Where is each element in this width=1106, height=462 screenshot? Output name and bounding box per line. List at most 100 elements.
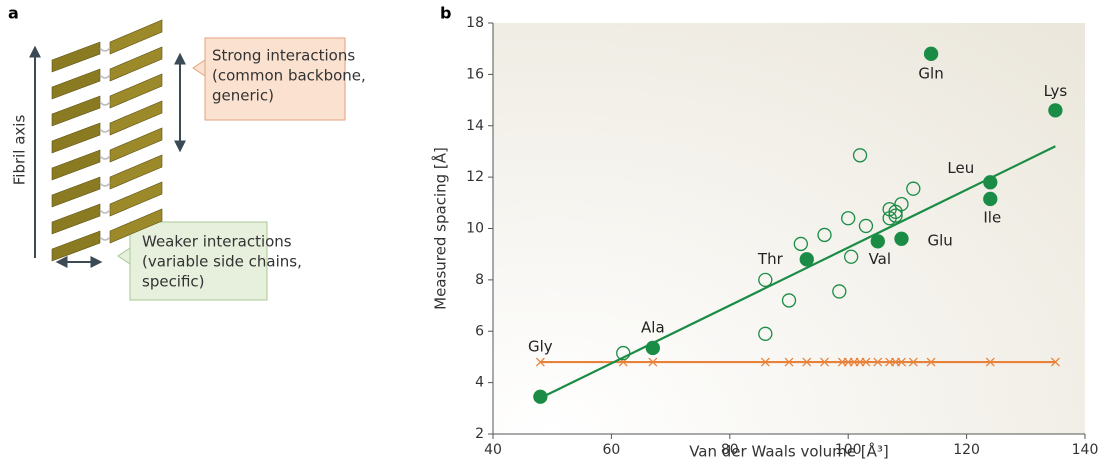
side-chain — [99, 47, 111, 52]
filled-point — [799, 252, 814, 267]
callout-text: specific) — [142, 273, 205, 291]
y-tick-label: 4 — [475, 375, 484, 391]
beta-sheet — [51, 176, 101, 208]
x-marker — [897, 357, 906, 367]
x-marker — [648, 357, 658, 367]
beta-sheet — [51, 68, 101, 100]
y-axis-label: Measured spacing [Å] — [431, 147, 450, 310]
x-tick-label: 80 — [721, 442, 739, 458]
callout-text: Strong interactions — [212, 47, 355, 65]
y-tick-label: 14 — [466, 118, 484, 134]
side-chain — [99, 236, 111, 241]
beta-sheet — [109, 73, 163, 109]
y-tick-label: 2 — [475, 426, 484, 442]
point-label: Gly — [528, 337, 553, 355]
side-chain — [99, 101, 111, 106]
filled-point — [645, 340, 660, 356]
side-chain — [99, 155, 111, 160]
y-tick-label: 10 — [466, 221, 484, 237]
x-marker — [861, 357, 871, 367]
x-tick-label: 120 — [953, 442, 980, 458]
x-marker — [985, 357, 995, 367]
callout-text: generic) — [212, 87, 274, 105]
x-tick-label: 140 — [1072, 442, 1099, 458]
open-point — [841, 211, 856, 226]
x-marker — [873, 357, 883, 367]
open-point — [758, 272, 773, 288]
filled-point — [983, 175, 998, 190]
x-tick-label: 60 — [602, 442, 620, 458]
beta-sheet — [51, 122, 101, 154]
beta-sheet — [109, 100, 163, 136]
point-label: Val — [869, 250, 891, 268]
y-tick-label: 6 — [475, 323, 484, 339]
beta-sheet — [51, 149, 101, 181]
x-marker — [908, 357, 918, 367]
beta-sheet — [109, 154, 163, 190]
x-marker — [784, 357, 794, 367]
y-tick-label: 16 — [466, 66, 484, 82]
callout-text: (variable side chains, — [142, 253, 302, 271]
point-label: Ile — [983, 208, 1001, 226]
fibril-illustration: Fibril axis Strong interactions (common b… — [11, 19, 366, 301]
side-chain — [99, 74, 111, 79]
axis-label: Fibril axis — [11, 115, 29, 186]
point-label: Ala — [641, 318, 665, 336]
open-point — [616, 345, 631, 361]
weak-callout-box — [129, 221, 268, 301]
beta-sheet — [109, 127, 163, 163]
point-label: Lys — [1044, 82, 1068, 100]
side-chain — [99, 209, 111, 214]
filled-point — [983, 191, 998, 207]
x-marker — [820, 357, 829, 367]
plot-background — [493, 23, 1085, 434]
x-tick-label: 40 — [484, 442, 502, 458]
beta-sheet — [51, 41, 101, 73]
beta-sheet — [51, 230, 101, 262]
point-label: Glu — [927, 231, 952, 249]
filled-point — [923, 46, 939, 61]
point-label: Leu — [947, 159, 974, 177]
beta-sheet — [109, 181, 163, 217]
callout-pointer — [192, 59, 206, 77]
open-point — [906, 181, 921, 196]
open-point — [781, 293, 797, 308]
open-point — [844, 249, 859, 264]
beta-sheet — [109, 208, 163, 244]
open-point — [852, 148, 868, 163]
y-tick-label: 18 — [466, 15, 484, 31]
x-axis-label: Van der Waals volume [Å³] — [689, 442, 889, 461]
open-point — [817, 227, 832, 243]
open-point — [758, 326, 773, 341]
strong-callout-box — [204, 37, 346, 121]
filled-point — [894, 231, 909, 246]
callout-text: (common backbone, — [212, 67, 366, 85]
y-tick-label: 12 — [466, 169, 484, 185]
point-label: Thr — [757, 250, 784, 268]
x-marker — [535, 357, 545, 367]
open-point — [888, 208, 903, 223]
filled-point — [870, 234, 885, 249]
beta-sheet — [51, 203, 101, 235]
beta-sheet — [109, 19, 163, 55]
x-marker — [1050, 357, 1060, 367]
beta-sheet — [51, 95, 101, 127]
x-marker — [926, 357, 936, 367]
x-tick-label: 100 — [835, 442, 862, 458]
filled-point — [533, 389, 548, 404]
open-point — [894, 196, 909, 212]
fit-line — [539, 145, 1056, 400]
side-chain — [99, 128, 111, 133]
side-chain — [99, 182, 111, 187]
x-marker — [802, 357, 812, 367]
callout-text: Weaker interactions — [142, 233, 292, 251]
beta-sheet — [109, 46, 163, 82]
point-label: Gln — [918, 64, 943, 82]
panel-label: a — [8, 4, 19, 23]
panel-label: b — [440, 4, 451, 23]
open-point — [793, 236, 808, 252]
y-tick-label: 8 — [475, 272, 484, 288]
filled-point — [1048, 103, 1063, 118]
callout-pointer — [117, 247, 131, 265]
